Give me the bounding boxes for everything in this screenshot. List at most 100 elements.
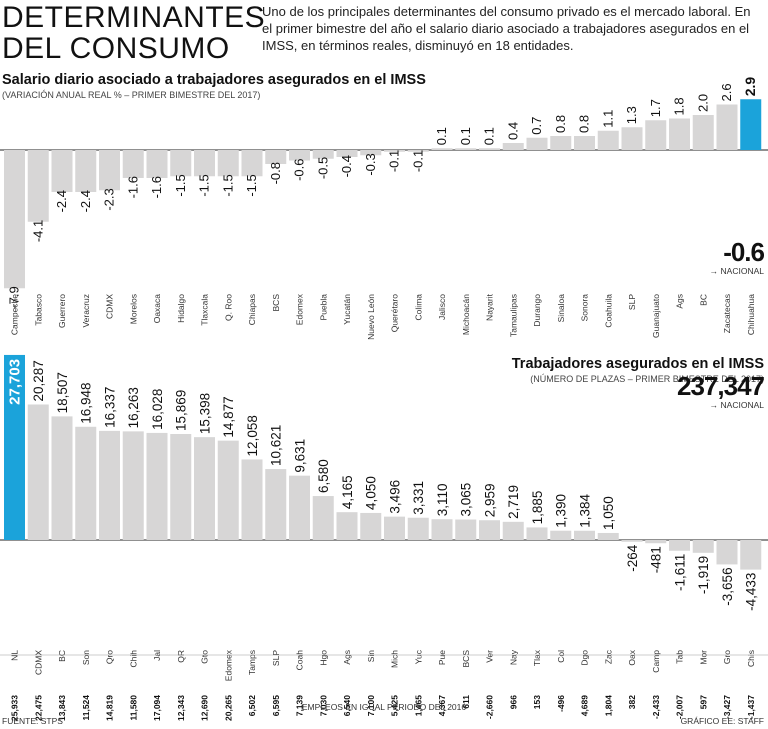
chart1-category-label: Guanajuato xyxy=(651,294,661,338)
chart1-bar xyxy=(122,150,144,178)
chart2-value-label: -264 xyxy=(625,544,640,572)
chart2-value-label: 2,959 xyxy=(483,483,498,517)
chart2-bar xyxy=(692,540,714,553)
chart2-bar xyxy=(431,519,453,540)
title-line-1: DETERMINANTES xyxy=(2,1,266,34)
chart2-category-label: Mich xyxy=(390,650,400,668)
chart2-previous-period-value: -496 xyxy=(556,695,566,712)
chart2-previous-period-value: 7,139 xyxy=(295,695,305,717)
chart1-bar xyxy=(479,148,500,150)
chart2-bar xyxy=(146,432,168,540)
chart2-previous-period-value: 25,933 xyxy=(10,695,20,721)
chart2-previous-period-value: -2,660 xyxy=(485,695,495,719)
chart2-previous-period-value: 153 xyxy=(532,695,542,709)
chart1-category-label: Puebla xyxy=(318,294,328,321)
chart2-subtitle: (NÚMERO DE PLAZAS – PRIMER BIMESTRE DEL … xyxy=(530,374,764,384)
chart2-value-label: -4,433 xyxy=(744,573,759,611)
chart2-category-label: Oax xyxy=(627,649,637,665)
chart1-value-label: 1.7 xyxy=(648,99,663,117)
chart2-bar xyxy=(407,517,429,540)
chart2-bar xyxy=(621,540,643,542)
chart1-category-label: Nayarit xyxy=(485,293,495,321)
chart2-bar xyxy=(312,496,334,540)
chart2-value-label: 16,028 xyxy=(150,389,165,430)
chart1-bar xyxy=(75,150,97,192)
chart1-value-label: -1.6 xyxy=(149,176,164,198)
chart1-bar xyxy=(431,148,453,150)
chart2-previous-period-value: 966 xyxy=(508,695,518,709)
chart2-value-label: 14,877 xyxy=(221,396,236,437)
chart2-category-label: Gto xyxy=(200,650,210,664)
chart1-national-label: → NACIONAL xyxy=(709,266,764,276)
chart1-value-label: -0.6 xyxy=(292,159,307,181)
chart2-previous-period-value: 13,843 xyxy=(57,695,67,721)
chart2-bar xyxy=(645,540,667,544)
chart2-bar xyxy=(597,532,619,540)
chart1-bar xyxy=(217,150,239,177)
chart1-title: Salario diario asociado a trabajadores a… xyxy=(2,72,426,88)
chart1-value-label: -2.4 xyxy=(78,190,93,212)
chart1-value-label: 1.3 xyxy=(624,106,639,124)
chart2-category-label: Ver xyxy=(485,650,495,663)
chart2-category-label: BCS xyxy=(461,650,471,668)
chart1-national-label-text: NACIONAL xyxy=(720,266,764,276)
chart1-category-label: Michoacán xyxy=(461,294,471,335)
chart2-bar xyxy=(170,433,192,540)
chart2-previous-period-value: 17,094 xyxy=(152,695,162,721)
chart1-value-label: 2.9 xyxy=(742,77,758,97)
chart2-bar xyxy=(455,519,477,540)
chart2-category-label: Qro xyxy=(105,650,115,664)
chart2-bar xyxy=(574,530,595,540)
chart2-national-label-text: NACIONAL xyxy=(720,400,764,410)
chart1-value-label: -0.8 xyxy=(268,162,283,184)
chart2-value-label: -1,611 xyxy=(673,554,688,591)
chart2-value-label: 15,398 xyxy=(198,393,213,434)
chart2-value-label: 1,390 xyxy=(554,494,569,528)
chart1-bar xyxy=(669,118,690,150)
chart2-category-label: Tamps xyxy=(247,650,257,675)
chart1-bar xyxy=(621,127,643,150)
chart1-value-label: -4.1 xyxy=(30,220,45,242)
chart1-value-label: 0.4 xyxy=(505,122,520,140)
chart1-category-label: Guerrero xyxy=(57,294,67,328)
chart2-bar xyxy=(241,459,263,540)
chart2-bar xyxy=(289,475,310,540)
chart1-category-label: BC xyxy=(698,294,708,306)
chart2-previous-period-value: 7,100 xyxy=(366,695,376,717)
chart1-national-value: -0.6 xyxy=(723,237,765,267)
chart1-bar xyxy=(597,130,619,150)
chart2-bar xyxy=(122,431,144,540)
chart1-bar xyxy=(384,150,405,152)
chart1-value-label: -7.9 xyxy=(7,286,22,308)
chart2-value-label: 1,050 xyxy=(601,496,616,530)
chart2-value-label: 3,496 xyxy=(388,480,403,514)
chart1-bar xyxy=(99,150,120,191)
chart2-previous-period-value: 20,265 xyxy=(223,695,233,721)
main-title: DETERMINANTES DEL CONSUMO xyxy=(2,2,265,65)
chart2-trabajadores: 27,703 NL 25,933 20,287 CDMX 22,475 18,507 BC 13… xyxy=(0,354,768,721)
chart2-bar xyxy=(360,512,382,540)
chart2-national-value: 237,347 xyxy=(677,371,765,401)
chart2-previous-period-value: 12,690 xyxy=(200,695,210,721)
chart2-bar xyxy=(479,520,500,540)
chart1-category-label: Morelos xyxy=(128,294,138,324)
chart2-bar xyxy=(4,354,25,540)
chart1-value-label: 0.1 xyxy=(482,127,497,145)
chart1-category-label: Veracruz xyxy=(81,294,91,328)
chart1-value-label: -1.5 xyxy=(197,174,212,196)
chart2-category-label: Mor xyxy=(698,650,708,665)
chart2-category-label: Son xyxy=(81,650,91,665)
chart1-category-label: Durango xyxy=(532,294,542,327)
chart2-value-label: 18,507 xyxy=(55,372,70,413)
chart1-bar xyxy=(170,150,192,177)
chart1-category-label: Q. Roo xyxy=(223,294,233,321)
chart2-category-label: Gro xyxy=(722,650,732,664)
chart2-bar xyxy=(217,440,239,540)
chart2-bar xyxy=(669,540,690,551)
title-line-2: DEL CONSUMO xyxy=(2,32,230,65)
chart2-value-label: 3,110 xyxy=(435,483,450,516)
previous-period-label: EMPLEOS EN IGUAL PERIODO DEL 2016 xyxy=(301,702,467,712)
chart2-category-label: BC xyxy=(57,650,67,662)
chart2-previous-period-value: 5,425 xyxy=(390,695,400,717)
